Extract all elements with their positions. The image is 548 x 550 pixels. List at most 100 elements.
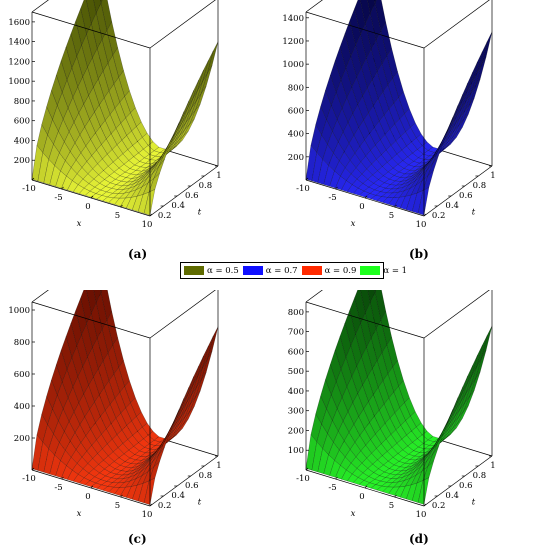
x-tick-label: -10	[296, 474, 310, 484]
x-tick-label: 5	[389, 501, 394, 511]
z-tick-label: 800	[288, 83, 304, 93]
z-axis: 200 400 600 800 1000	[8, 306, 35, 444]
x-tick-label: -5	[328, 483, 336, 493]
x-tick	[149, 503, 153, 507]
t-tick-label: 0.2	[432, 211, 446, 221]
box-edge	[305, 11, 425, 49]
caption-d: (d)	[409, 532, 429, 546]
x-axis-label: x	[351, 509, 356, 519]
x-tick	[61, 476, 64, 480]
box-edge	[31, 290, 49, 303]
x-tick-label: 0	[85, 202, 90, 212]
box-edge	[423, 290, 490, 339]
box-edge	[31, 0, 49, 13]
caption-a: (a)	[128, 247, 148, 261]
x-tick	[90, 195, 94, 199]
x-tick-label: 5	[115, 501, 120, 511]
legend-swatch-1	[242, 266, 263, 275]
z-axis: 100 200 300 400 500 600 700 800	[288, 308, 309, 456]
x-tick-label: -10	[296, 184, 310, 194]
t-tick-label: 1	[216, 461, 221, 471]
x-tick	[305, 467, 309, 471]
z-tick-label: 200	[14, 156, 30, 166]
t-axis-label: t	[472, 498, 476, 508]
surface-patch	[207, 326, 219, 360]
surface-patch	[207, 41, 219, 74]
z-tick-label: 1200	[282, 37, 304, 47]
z-tick-label: 1200	[8, 57, 30, 67]
x-tick	[120, 204, 123, 208]
z-tick-label: 1600	[8, 18, 30, 28]
t-tick-label: 0.8	[473, 181, 487, 191]
t-tick-label: 0.2	[158, 211, 172, 221]
box-edge	[305, 301, 425, 339]
z-tick-label: 800	[288, 308, 304, 318]
t-tick-label: 0.8	[199, 471, 213, 481]
x-tick-label: -10	[22, 474, 36, 484]
t-tick-label: 0.2	[158, 501, 172, 511]
x-tick	[120, 494, 123, 498]
legend-label-2: α = 0.9	[324, 265, 357, 276]
t-tick-label: 0.2	[432, 501, 446, 511]
t-axis-label: t	[198, 208, 202, 218]
x-axis: -10 -5 0 5 10	[22, 177, 153, 230]
surface	[31, 0, 219, 216]
z-axis: 200 400 600 800 1000 1200 1400	[282, 14, 309, 163]
box-edge	[149, 165, 219, 217]
t-tick-label: 0.8	[473, 471, 487, 481]
z-tick-label: 200	[14, 434, 30, 444]
box-edge	[305, 290, 323, 303]
x-tick-label: 0	[359, 492, 364, 502]
box-edge	[149, 455, 219, 507]
t-axis-label: t	[472, 208, 476, 218]
t-tick-label: 0.6	[459, 191, 473, 201]
legend: α = 0.5 α = 0.7 α = 0.9 α = 1	[180, 262, 407, 279]
t-tick-label: 0.4	[171, 201, 185, 211]
x-tick	[149, 213, 153, 217]
x-tick	[61, 186, 64, 190]
t-tick-label: 1	[490, 461, 495, 471]
t-tick-label: 1	[216, 171, 221, 181]
z-tick-label: 1000	[282, 60, 304, 70]
z-tick-label: 200	[288, 426, 304, 436]
x-tick	[364, 485, 368, 489]
z-tick-label: 1400	[282, 14, 304, 24]
box-edge	[305, 0, 323, 13]
z-tick-label: 1000	[8, 306, 30, 316]
z-tick-label: 600	[288, 347, 304, 357]
t-tick-label: 0.4	[445, 491, 459, 501]
legend-item-1: α = 0.7	[242, 266, 298, 276]
box-edge	[423, 455, 493, 507]
z-tick-label: 300	[288, 407, 304, 417]
x-tick	[31, 467, 35, 471]
x-tick-label: -5	[328, 193, 336, 203]
z-tick-label: 400	[14, 402, 30, 412]
z-tick-label: 800	[14, 97, 30, 107]
z-tick-label: 400	[288, 387, 304, 397]
z-tick-label: 700	[288, 328, 304, 338]
z-tick-label: 1400	[8, 38, 30, 48]
surface-patch	[481, 325, 493, 359]
caption-b: (b)	[409, 247, 429, 261]
surface-patch	[143, 189, 156, 216]
z-tick-label: 100	[288, 446, 304, 456]
x-tick	[31, 177, 35, 181]
z-tick-label: 500	[288, 367, 304, 377]
legend-label-0: α = 0.5	[207, 265, 239, 276]
z-tick-label: 600	[288, 106, 304, 116]
x-tick-label: 0	[85, 492, 90, 502]
box-edge	[149, 0, 216, 49]
x-tick-label: 10	[142, 510, 153, 520]
t-axis-label: t	[198, 498, 202, 508]
t-axis: 0.20.40.60.81	[158, 165, 222, 221]
t-tick-label: 0.6	[185, 481, 199, 491]
t-axis: 0.20.40.60.81	[432, 165, 496, 221]
surface-patch	[481, 31, 493, 66]
t-tick-label: 0.6	[459, 481, 473, 491]
surface	[31, 290, 219, 505]
x-tick	[423, 213, 427, 217]
x-axis: -10 -5 0 5 10	[22, 467, 153, 520]
box-edge	[149, 290, 216, 339]
x-tick-label: -5	[54, 193, 62, 203]
